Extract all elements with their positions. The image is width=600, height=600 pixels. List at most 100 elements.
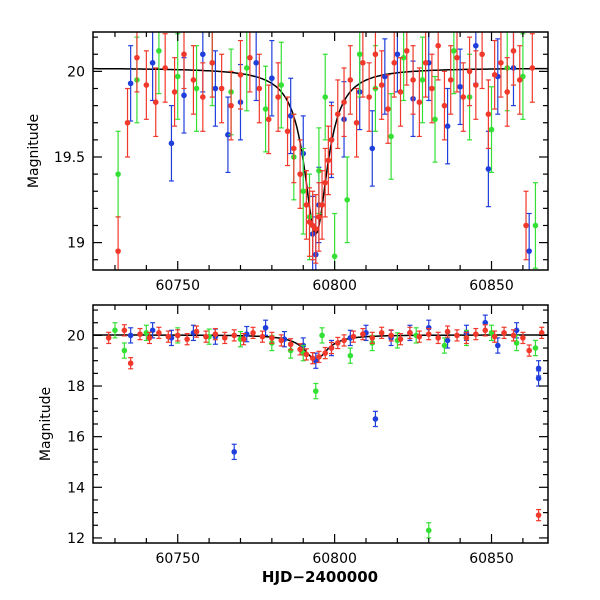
- top-series-1-point-18: [369, 145, 376, 152]
- bottom-series-3-point-2: [127, 360, 134, 367]
- bottom-series-3-point-15: [250, 330, 256, 336]
- top-series-3-point-18: [284, 128, 291, 135]
- bottom-series-3-point-20: [297, 346, 303, 353]
- bottom-series-3-point-47: [526, 347, 532, 354]
- bottom-x-tick-label-1: 60800: [312, 551, 357, 567]
- bottom-series-2-point-20: [532, 345, 539, 351]
- bottom-series-2-point-11: [347, 352, 354, 359]
- top-series-1-point-6: [225, 131, 231, 138]
- bottom-series-2-point-0: [112, 327, 118, 334]
- bottom-series-2-point-15: [425, 527, 432, 534]
- bottom-series-3-point-11: [212, 331, 219, 337]
- top-series-3-point-15: [256, 85, 263, 92]
- top-series-1-point-25: [473, 42, 479, 49]
- bottom-series-1-point-1: [149, 327, 156, 334]
- bottom-series-3-point-8: [184, 336, 190, 342]
- top-series-2-point-9: [278, 82, 285, 88]
- bottom-x-tick-label-2: 60850: [469, 551, 514, 567]
- top-series-1-point-2: [168, 140, 175, 147]
- top-series-2-point-19: [388, 133, 394, 140]
- top-series-3-point-61: [529, 65, 536, 71]
- bottom-series-1-point-21: [494, 342, 501, 349]
- top-series-3-point-49: [454, 54, 460, 61]
- bottom-y-tick-label-4: 20: [67, 328, 85, 344]
- top-series-1-point-8: [253, 60, 259, 66]
- top-series-1-point-4: [200, 51, 206, 58]
- bottom-series-3-point-44: [501, 330, 507, 336]
- bottom-series-3-point-10: [203, 333, 209, 340]
- top-series-3-point-53: [479, 51, 485, 58]
- top-series-2-point-0: [115, 171, 121, 177]
- top-series-2-point-20: [400, 54, 407, 61]
- bottom-series-1-point-5: [231, 449, 238, 455]
- top-series-2-point-21: [419, 77, 426, 83]
- top-series-2-point-3: [174, 73, 181, 80]
- top-series-3-point-39: [391, 60, 398, 66]
- bottom-series-3-point-14: [240, 336, 247, 342]
- top-series-2-point-22: [432, 116, 438, 123]
- bottom-series-3-point-12: [221, 335, 228, 341]
- bottom-series-3-point-9: [193, 328, 200, 335]
- bottom-series-2-point-2: [143, 330, 150, 336]
- top-series-3-point-56: [498, 60, 504, 66]
- bottom-series-2-point-9: [312, 388, 319, 394]
- bottom-series-3-point-19: [287, 341, 294, 348]
- bottom-series-2-point-16: [441, 342, 448, 349]
- top-series-3-point-57: [504, 89, 511, 95]
- bottom-y-axis-label: Magnitude: [38, 387, 54, 461]
- bottom-x-tick-label-0: 60750: [155, 551, 200, 567]
- bottom-series-3-point-25: [328, 345, 335, 351]
- bottom-series-1-point-22: [513, 327, 520, 334]
- top-series-3-point-1: [124, 119, 131, 126]
- bottom-series-3-point-46: [520, 335, 526, 341]
- x-axis-label: HJD−2400000: [262, 568, 378, 586]
- bottom-series-1-point-6: [243, 331, 250, 337]
- bottom-series-3-point-21: [303, 351, 310, 358]
- bottom-series-3-point-16: [259, 333, 266, 340]
- top-series-3-point-31: [341, 99, 347, 106]
- top-series-3-point-6: [171, 89, 178, 95]
- bottom-series-3-point-31: [378, 330, 385, 336]
- top-x-tick-label-2: 60850: [469, 278, 514, 294]
- top-series-3-point-9: [200, 94, 206, 100]
- top-series-3-point-13: [237, 72, 244, 78]
- top-series-1-point-3: [181, 92, 187, 99]
- bottom-series-3-point-29: [360, 331, 366, 337]
- bottom-series-3-point-32: [388, 332, 394, 339]
- top-x-tick-label-0: 60750: [155, 278, 200, 294]
- top-series-3-point-48: [447, 77, 454, 83]
- bottom-series-3-point-7: [174, 332, 181, 339]
- top-series-3-point-21: [303, 202, 310, 208]
- top-series-3-point-32: [347, 77, 354, 83]
- top-series-3-point-19: [291, 145, 297, 152]
- bottom-series-3-point-30: [369, 335, 376, 341]
- bottom-y-tick-label-3: 18: [67, 379, 85, 395]
- bottom-series-3-point-34: [407, 330, 413, 336]
- top-series-3-point-11: [218, 85, 225, 92]
- bottom-series-3-point-5: [156, 330, 162, 336]
- bottom-series-3-point-4: [146, 335, 153, 341]
- bottom-series-1-point-18: [444, 337, 451, 344]
- top-series-3-point-30: [334, 111, 341, 117]
- bottom-series-3-point-18: [278, 337, 285, 344]
- bottom-series-1-point-0: [127, 332, 134, 339]
- bottom-series-3-point-42: [482, 327, 489, 334]
- bottom-series-3-point-37: [435, 335, 441, 341]
- top-series-1-point-5: [212, 85, 219, 92]
- top-series-2-point-16: [344, 196, 350, 203]
- top-series-3-point-45: [429, 85, 435, 92]
- bottom-series-3-point-43: [491, 333, 498, 340]
- bottom-series-3-point-17: [269, 335, 275, 341]
- top-series-2-point-25: [488, 126, 495, 133]
- top-series-1-point-26: [485, 166, 492, 172]
- top-series-3-point-41: [403, 48, 410, 54]
- top-series-3-point-8: [190, 77, 197, 83]
- top-series-1-point-20: [394, 51, 401, 58]
- top-series-2-point-14: [322, 94, 329, 100]
- top-series-3-point-59: [516, 77, 523, 83]
- top-series-3-point-34: [360, 60, 366, 66]
- bottom-series-1-point-7: [262, 324, 269, 331]
- top-series-3-point-51: [466, 68, 473, 75]
- top-series-3-point-17: [275, 94, 281, 100]
- top-series-2-point-28: [532, 222, 539, 229]
